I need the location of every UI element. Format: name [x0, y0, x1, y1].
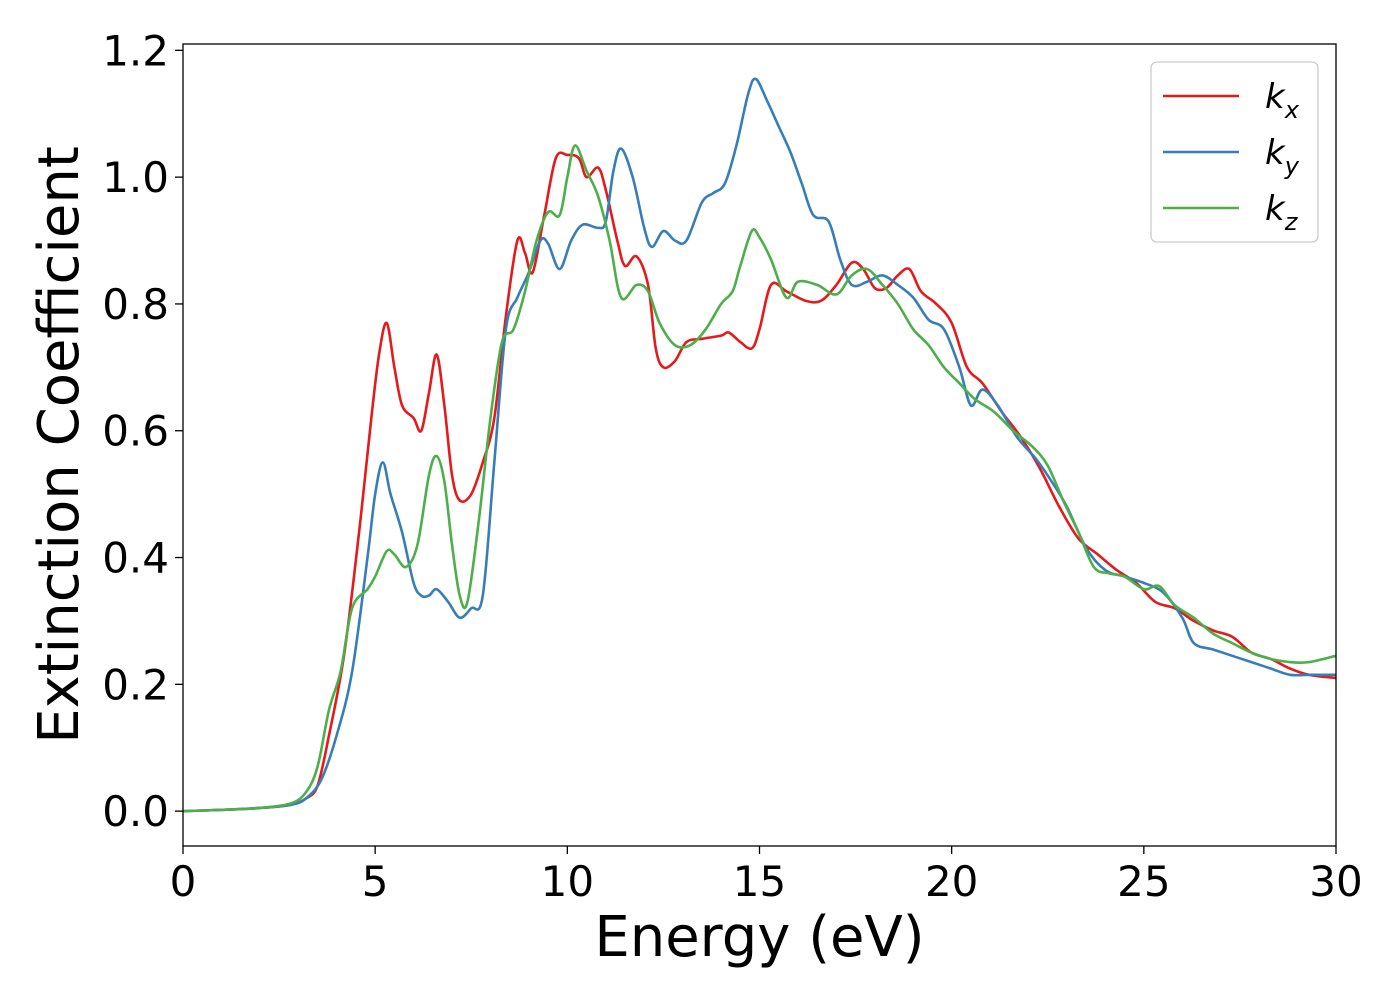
x-tick-label: 5: [362, 857, 389, 906]
x-tick-label: 0: [170, 857, 197, 906]
y-tick-label: 1.2: [102, 26, 169, 75]
series-layer: [183, 77, 1336, 813]
y-axis-ticks: 0.0 0.2 0.4 0.6 0.8 1.0 1.2: [102, 26, 183, 836]
legend: kx ky kz: [1150, 61, 1319, 243]
x-tick-label: 30: [1309, 857, 1362, 906]
y-tick-label: 0.6: [102, 407, 169, 456]
y-tick-label: 0.8: [102, 280, 169, 329]
legend-label-ky: ky: [1265, 133, 1300, 180]
x-tick-label: 10: [541, 857, 594, 906]
y-tick-label: 0.0: [102, 787, 169, 836]
y-tick-label: 1.0: [102, 153, 169, 202]
y-tick-label: 0.2: [102, 660, 169, 709]
x-axis-title: Energy (eV): [594, 905, 924, 970]
x-tick-label: 20: [925, 857, 978, 906]
series-line-kx: [183, 151, 1336, 813]
series-line-kz: [183, 144, 1336, 813]
x-tick-label: 25: [1117, 857, 1170, 906]
x-axis-ticks: 0 5 10 15 20 25 30: [170, 846, 1363, 906]
y-axis-title: Extinction Coefficient: [27, 146, 92, 744]
legend-label-kx: kx: [1265, 77, 1300, 124]
x-tick-label: 15: [733, 857, 786, 906]
y-tick-label: 0.4: [102, 534, 169, 583]
legend-label-kz: kz: [1265, 189, 1299, 236]
